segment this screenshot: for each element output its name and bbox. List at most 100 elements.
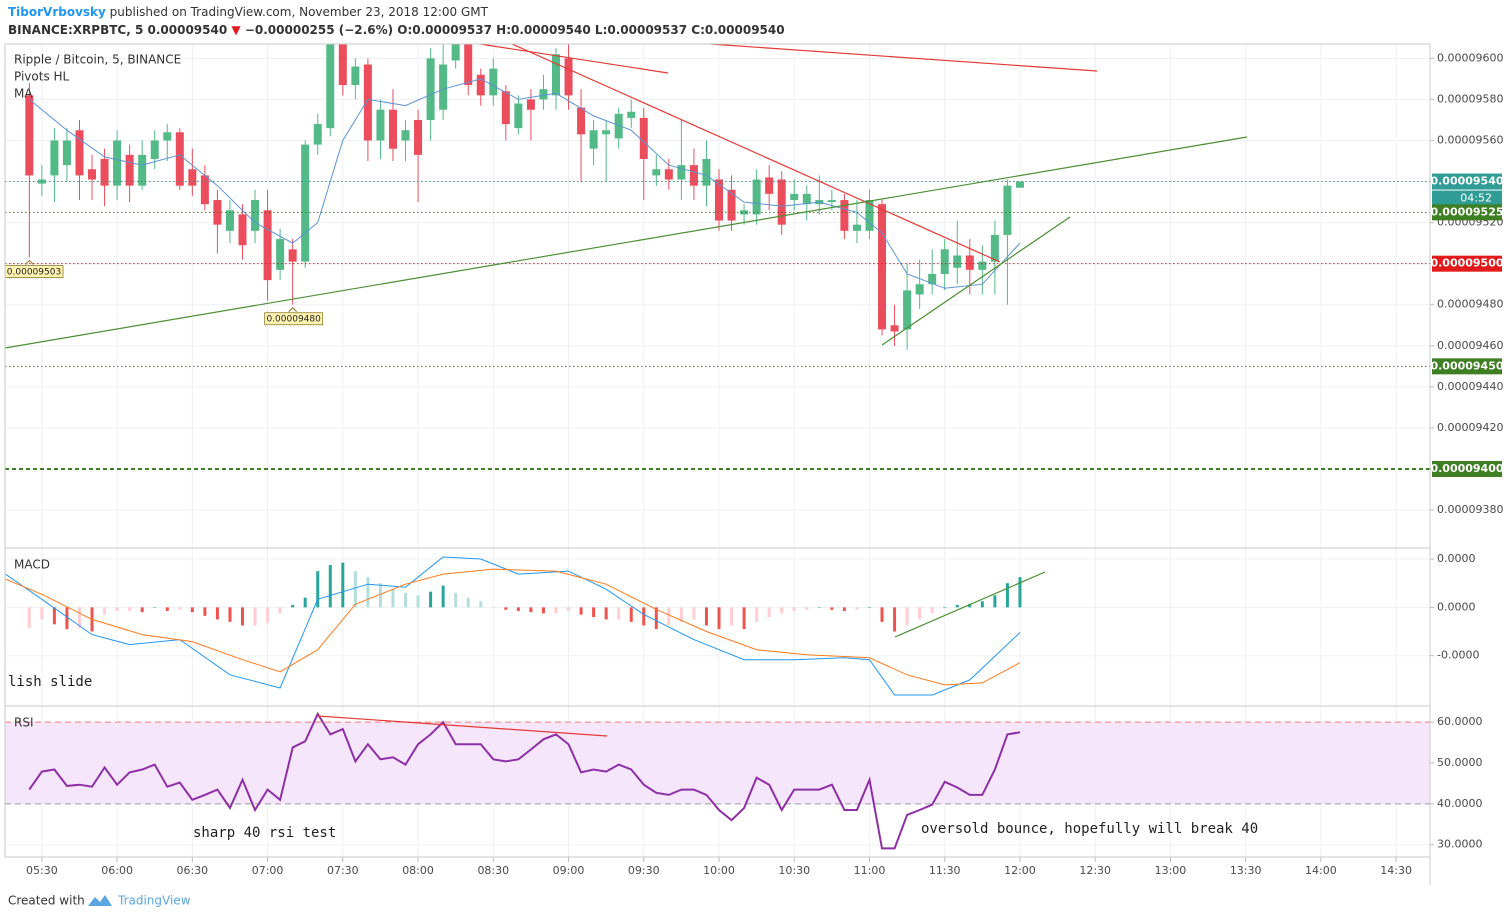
macd-histogram-bar (52, 607, 56, 625)
candle-body (903, 290, 912, 330)
y-tick-label: 0.00009560 (1437, 133, 1503, 146)
macd-histogram-bar (341, 562, 345, 608)
macd-histogram-bar (391, 589, 395, 608)
trendline (881, 216, 1071, 346)
macd-histogram-bar (504, 607, 508, 610)
candle-body (301, 144, 310, 262)
candle-body (138, 154, 147, 186)
author[interactable]: TiborVrbovsky (8, 5, 106, 19)
candle-body (200, 175, 209, 205)
candle-body (827, 200, 836, 203)
candle-body (614, 113, 623, 139)
macd-histogram-bar (115, 607, 119, 611)
macd-histogram-bar (830, 607, 834, 610)
pane-rsi (5, 711, 1430, 850)
macd-histogram-bar (1005, 583, 1009, 608)
x-tick-label: 09:00 (553, 864, 585, 877)
c-label: C: (691, 23, 705, 37)
y-tick-label: 0.00009440 (1437, 380, 1503, 393)
candle-body (1003, 185, 1012, 235)
macd-histogram-bar (592, 607, 596, 618)
indicator-label: MA (14, 87, 33, 101)
candle-body (188, 169, 197, 186)
macd-histogram-bar (228, 607, 232, 622)
candle-body (338, 44, 347, 86)
macd-histogram-bar (717, 607, 721, 630)
candle-body (802, 193, 811, 205)
candle-body (790, 193, 799, 201)
indicator-label: Pivots HL (14, 70, 70, 84)
candle-body (351, 66, 360, 86)
macd-histogram-bar (867, 607, 871, 608)
macd-histogram-bar (128, 607, 132, 611)
candle-body (677, 165, 686, 180)
macd-histogram-bar (466, 597, 470, 608)
macd-histogram-bar (404, 592, 408, 608)
macd-histogram-bar (554, 607, 558, 614)
candle-body (539, 89, 548, 100)
price-level-box (1432, 255, 1502, 272)
macd-histogram-bar (730, 607, 734, 626)
candle-body (476, 74, 485, 96)
macd-histogram-bar (479, 601, 483, 608)
candle-body (865, 200, 874, 231)
macd-histogram-bar (366, 577, 370, 608)
countdown-box (1432, 190, 1502, 207)
candle-body (263, 210, 272, 281)
macd-histogram-bar (567, 607, 571, 611)
candle-body (602, 130, 611, 135)
brand[interactable]: TradingView (117, 894, 191, 908)
x-tick-label: 14:00 (1305, 864, 1337, 877)
macd-histogram-bar (780, 607, 784, 614)
macd-histogram-bar (993, 595, 997, 608)
candle-body (689, 165, 698, 186)
publish-line: TiborVrbovsky published on TradingView.c… (8, 5, 489, 19)
candle-body (978, 261, 987, 270)
candle-body (163, 132, 172, 141)
y-tick-label: 60.0000 (1437, 715, 1483, 728)
x-tick-label: 13:00 (1155, 864, 1187, 877)
macd-histogram-bar (77, 607, 81, 628)
drawings (5, 44, 1248, 737)
y-tick-label: -0.0000 (1437, 649, 1479, 662)
candle-body (288, 249, 297, 262)
annotation: lish slide (8, 674, 92, 690)
macd-histogram-bar (943, 607, 947, 608)
y-tick-label: 0.00009460 (1437, 339, 1503, 352)
pivot-label: 0.00009503 (7, 268, 61, 278)
candle-body (1015, 181, 1024, 188)
x-tick-label: 05:30 (26, 864, 58, 877)
x-tick-label: 13:30 (1230, 864, 1262, 877)
macd-histogram-bar (893, 607, 897, 632)
macd-histogram-bar (918, 607, 922, 620)
macd-histogram-bar (667, 607, 671, 626)
price-level-label: 0.00009500 (1430, 257, 1503, 270)
x-tick-label: 10:00 (703, 864, 735, 877)
candle-body (852, 224, 861, 231)
candle-body (125, 154, 134, 186)
macd-histogram-bar (654, 607, 658, 630)
macd-histogram-bar (178, 607, 182, 610)
candle-body (940, 249, 949, 274)
footer: Created with TradingView (8, 894, 191, 908)
symbol: BINANCE:XRPBTC, 5 (8, 23, 143, 37)
macd-histogram-bar (955, 604, 959, 608)
macd-histogram-bar (767, 607, 771, 618)
pane-title: RSI (14, 716, 34, 730)
x-tick-label: 12:30 (1079, 864, 1111, 877)
pane-title: MACD (14, 558, 50, 572)
candle-body (890, 325, 899, 332)
pivot-box (264, 312, 324, 326)
macd-histogram-bar (679, 607, 683, 622)
candle-body (551, 54, 560, 96)
macd-histogram-bar (103, 607, 107, 615)
candle-body (326, 44, 335, 129)
candle-body (652, 169, 661, 176)
macd-histogram-bar (241, 607, 244, 626)
macd-histogram-bar (454, 592, 458, 608)
macd-histogram-bar (1018, 577, 1022, 608)
price-level-box (1432, 358, 1502, 375)
candle-body (765, 177, 774, 194)
candle-body (489, 68, 498, 96)
macd-histogram-bar (429, 591, 433, 608)
